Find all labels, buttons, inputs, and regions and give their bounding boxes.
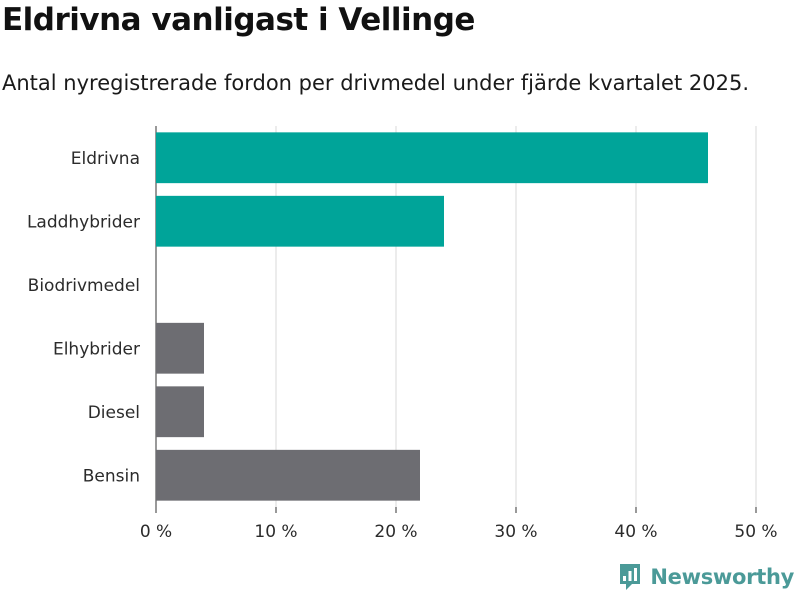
bar-laddhybrider [156, 195, 444, 247]
newsworthy-logo: Newsworthy [618, 562, 794, 592]
bar-bensin [156, 449, 420, 501]
bar-diesel [156, 386, 204, 438]
chart-title: Eldrivna vanligast i Vellinge [2, 2, 475, 38]
bar-elhybrider [156, 322, 204, 374]
category-label: Bensin [83, 466, 140, 486]
category-label: Elhybrider [53, 339, 140, 359]
bars [156, 132, 708, 501]
category-label: Laddhybrider [27, 212, 140, 232]
x-tick-label: 50 % [734, 522, 777, 542]
gridlines [155, 126, 757, 507]
category-label: Biodrivmedel [28, 276, 140, 296]
x-tick-label: 0 % [140, 522, 172, 542]
x-tick-label: 40 % [614, 522, 657, 542]
x-tick-label: 10 % [254, 522, 297, 542]
newsworthy-logo-icon [620, 564, 641, 590]
bar-eldrivna [156, 132, 708, 184]
category-label: Eldrivna [71, 149, 140, 169]
x-tick-label: 20 % [374, 522, 417, 542]
x-axis-ticks: 0 % 10 % 20 % 30 % 40 % 50 % [140, 507, 778, 542]
bar-chart: Eldrivna Laddhybrider Biodrivmedel Elhybrid… [27, 126, 778, 542]
x-tick-label: 30 % [494, 522, 537, 542]
category-label: Diesel [88, 403, 140, 423]
chart-subtitle: Antal nyregistrerade fordon per drivmede… [2, 71, 750, 95]
newsworthy-logo-text: Newsworthy [650, 565, 794, 589]
category-labels: Eldrivna Laddhybrider Biodrivmedel Elhybrid… [27, 149, 140, 487]
